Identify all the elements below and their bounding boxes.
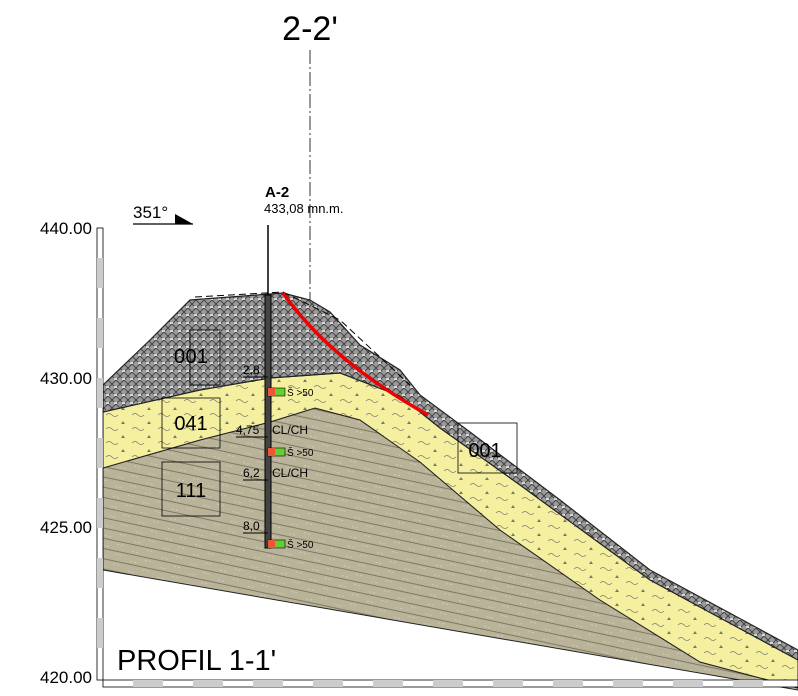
sample-part (268, 540, 275, 548)
elevation-label: 425.00 (40, 518, 92, 537)
borehole-column (264, 294, 272, 549)
label-box (457, 422, 518, 474)
old-surface (194, 291, 411, 386)
borehole-name: A-2 (265, 184, 289, 201)
azimuth-arrow (175, 214, 193, 224)
depth: 6,2 (243, 466, 260, 480)
label-box (161, 397, 221, 449)
layer-label: 001 (174, 346, 208, 368)
layer-label: 001 (468, 440, 501, 462)
layer-fill (102, 292, 798, 661)
depth: 8,0 (243, 519, 260, 533)
elevation-label: 430.00 (40, 369, 92, 388)
sample-label: Š >50 (287, 446, 314, 459)
slip-surface (281, 291, 429, 417)
mask (0, 575, 103, 691)
sample-label: Š >50 (287, 538, 314, 551)
elevation-label: 440.00 (40, 219, 92, 238)
sample-label: Š >50 (287, 386, 314, 399)
borehole-elevation: 433,08 mn.m. (264, 201, 344, 216)
azimuth: 351° (133, 203, 168, 222)
label-box (189, 329, 221, 386)
profile-title: PROFIL 1-1' (117, 645, 276, 677)
soil: CL/CH (272, 466, 308, 480)
section-label: 2-2' (282, 10, 338, 48)
layer-label: 111 (176, 480, 206, 502)
elevation-label: 420.00 (40, 668, 92, 687)
depth: 2,8 (243, 363, 260, 377)
layer-label: 041 (174, 413, 207, 435)
depth: 4,75 (236, 423, 260, 437)
sample-part (268, 448, 275, 456)
ruler (96, 227, 798, 688)
label-box (161, 461, 221, 517)
soil: CL/CH (272, 423, 308, 437)
sample-part (268, 388, 275, 396)
